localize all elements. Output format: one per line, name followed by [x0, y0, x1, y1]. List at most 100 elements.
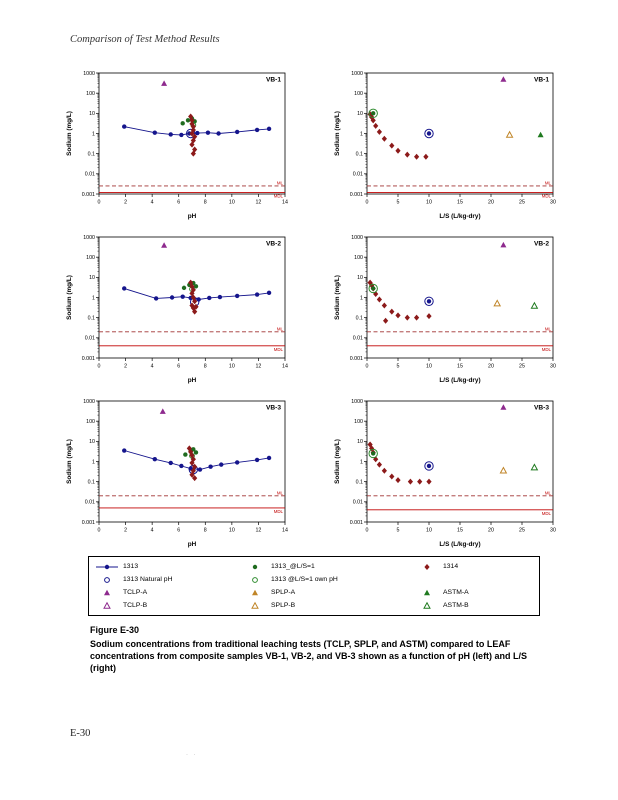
x-axis-label: pH	[188, 377, 197, 384]
svg-text:1: 1	[360, 131, 363, 137]
svg-text:10: 10	[426, 364, 432, 370]
series-tclp-a	[161, 242, 168, 248]
legend-label: 1313_@L/S=1	[271, 562, 315, 570]
chart-vb3-ls: 0.001 0.01 0.1 1 10 100 1000 0 5 10 15 20 25 30 L/S (L…	[332, 392, 560, 550]
svg-text:10: 10	[357, 275, 363, 281]
series-astm-a	[537, 131, 544, 138]
svg-text:10: 10	[89, 439, 95, 445]
svg-text:0.001: 0.001	[82, 520, 95, 526]
svg-text:2: 2	[124, 528, 127, 534]
svg-text:0.01: 0.01	[85, 172, 95, 178]
svg-text:0.001: 0.001	[82, 192, 95, 198]
series-tclp-a	[159, 408, 166, 414]
svg-text:0.1: 0.1	[356, 151, 363, 157]
running-header: Comparison of Test Method Results	[70, 34, 220, 45]
legend-item-empty	[415, 574, 519, 585]
svg-text:100: 100	[354, 419, 363, 425]
svg-text:0.1: 0.1	[88, 315, 95, 321]
legend-item: TCLP-A	[95, 587, 243, 598]
svg-text:0: 0	[366, 200, 369, 206]
y-axis-label: Sodium (mg/L)	[334, 111, 341, 156]
chart-svg-VB-2: 0.001 0.01 0.1 1 10 100 1000 0 2 4 6 8 10 12 14 pH Sodiu…	[66, 235, 288, 384]
svg-text:1: 1	[92, 295, 95, 301]
series-1313	[426, 299, 432, 304]
svg-text:0.001: 0.001	[350, 192, 363, 198]
svg-text:10: 10	[357, 111, 363, 117]
svg-text:MDL: MDL	[542, 511, 552, 516]
svg-text:8: 8	[204, 528, 207, 534]
legend-label: 1313	[123, 562, 139, 570]
x-axis-label: L/S (L/kg-dry)	[439, 377, 480, 384]
page-footer: · ·	[186, 752, 198, 758]
svg-text:0: 0	[366, 528, 369, 534]
svg-text:15: 15	[457, 364, 463, 370]
svg-text:100: 100	[86, 419, 95, 425]
chart-svg-VB-2: 0.001 0.01 0.1 1 10 100 1000 0 5 10 15 20 25 30 L/S (L…	[334, 235, 556, 384]
x-axis-label: pH	[188, 213, 197, 220]
svg-text:10: 10	[357, 439, 363, 445]
plot-area	[366, 72, 554, 195]
svg-text:30: 30	[550, 200, 556, 206]
svg-text:2: 2	[124, 200, 127, 206]
figure-caption-label: Figure E-30	[90, 625, 140, 635]
svg-text:6: 6	[177, 364, 180, 370]
chart-svg-VB-1: 0.001 0.01 0.1 1 10 100 1000 0 5 10 15 20 25 30 L/S (L…	[334, 71, 556, 220]
svg-text:14: 14	[282, 364, 288, 370]
svg-text:30: 30	[550, 528, 556, 534]
svg-text:12: 12	[255, 528, 261, 534]
plot-area	[366, 236, 554, 359]
legend-item: TCLP-B	[95, 600, 243, 611]
legend-item: SPLP-B	[243, 600, 415, 611]
legend-label: ASTM-A	[443, 588, 469, 596]
legend-label: 1313 Natural pH	[123, 575, 173, 583]
series-1313	[122, 124, 272, 138]
series-splp-b	[499, 466, 508, 474]
svg-text:0: 0	[366, 364, 369, 370]
legend-item: 1313	[95, 561, 243, 572]
series-tclp-a	[161, 80, 168, 86]
svg-text:14: 14	[282, 200, 288, 206]
series-splp-b	[493, 299, 502, 307]
svg-text:6: 6	[177, 200, 180, 206]
svg-text:ML: ML	[277, 326, 284, 331]
legend-label: 1313 @L/S=1 own pH	[271, 575, 338, 583]
y-axis-label: Sodium (mg/L)	[66, 275, 73, 320]
svg-text:0.001: 0.001	[350, 520, 363, 526]
legend-marker-circle-icon	[252, 564, 258, 569]
page-number: E-30	[70, 728, 91, 739]
series-astm-b	[530, 301, 539, 309]
legend-item: 1313 @L/S=1 own pH	[243, 574, 415, 585]
chart-svg-VB-3: 0.001 0.01 0.1 1 10 100 1000 0 2 4 6 8 10 12 14 pH Sodiu…	[66, 399, 288, 548]
panel-label: VB-2	[534, 241, 549, 248]
svg-text:4: 4	[151, 200, 154, 206]
figure-caption-text: Sodium concentrations from traditional l…	[90, 639, 528, 674]
legend-marker-triangle-icon	[104, 589, 110, 595]
svg-text:10: 10	[426, 200, 432, 206]
legend-item: 1314	[415, 561, 519, 572]
svg-text:10: 10	[229, 528, 235, 534]
panel-label: VB-1	[266, 77, 281, 84]
svg-text:5: 5	[397, 364, 400, 370]
svg-text:25: 25	[519, 528, 525, 534]
x-axis-label: L/S (L/kg-dry)	[439, 541, 480, 548]
svg-text:0.01: 0.01	[353, 336, 363, 342]
svg-text:ML: ML	[277, 490, 284, 495]
svg-text:1000: 1000	[83, 235, 95, 241]
plot-area	[366, 400, 554, 523]
svg-text:20: 20	[488, 528, 494, 534]
chart-svg-VB-1: 0.001 0.01 0.1 1 10 100 1000 0 2 4 6 8 10 12 14 pH Sodiu…	[66, 71, 288, 220]
svg-text:1: 1	[92, 459, 95, 465]
legend-item: SPLP-A	[243, 587, 415, 598]
svg-text:MDL: MDL	[274, 509, 284, 514]
svg-text:2: 2	[124, 364, 127, 370]
legend-item: ASTM-B	[415, 600, 519, 611]
panel-label: VB-2	[266, 241, 281, 248]
svg-text:5: 5	[397, 200, 400, 206]
legend-marker-diamond-icon	[424, 563, 430, 570]
svg-text:25: 25	[519, 364, 525, 370]
svg-text:1000: 1000	[351, 235, 363, 241]
y-axis-label: Sodium (mg/L)	[334, 439, 341, 484]
svg-text:0.001: 0.001	[350, 356, 363, 362]
series-1313-l-s-1-own-ph	[368, 448, 378, 459]
